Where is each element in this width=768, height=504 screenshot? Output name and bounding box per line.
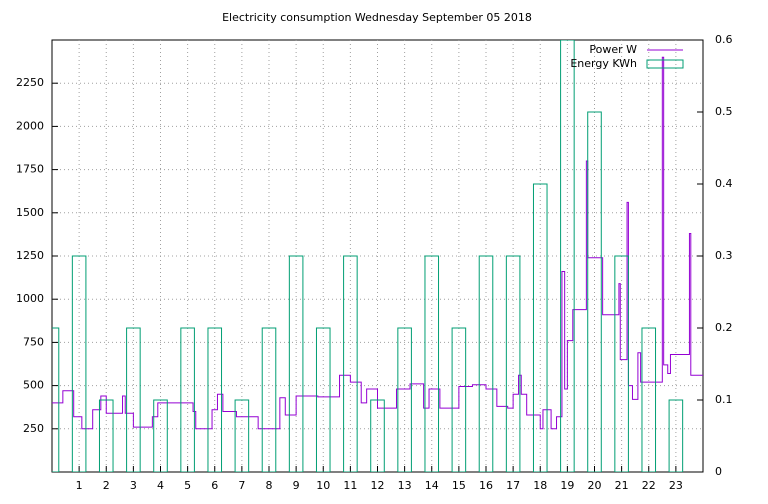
x-tick-label: 7	[238, 479, 245, 492]
energy-box	[451, 327, 467, 472]
energy-box	[505, 255, 521, 472]
x-tick-label: 6	[211, 479, 218, 492]
energy-box	[397, 327, 412, 472]
energy-box	[126, 327, 141, 472]
energy-box	[153, 399, 168, 472]
y-tick-label: 1500	[16, 206, 44, 219]
x-tick-label: 11	[343, 479, 357, 492]
y2-tick-label: 0.1	[715, 393, 733, 406]
y-tick-label: 1250	[16, 249, 44, 262]
x-tick-label: 14	[425, 479, 439, 492]
energy-box	[71, 255, 87, 472]
x-tick-label: 12	[371, 479, 385, 492]
y-tick-label: 2250	[16, 76, 44, 89]
legend-label: Energy KWh	[570, 57, 637, 70]
y-tick-label: 750	[23, 335, 44, 348]
x-tick-label: 5	[184, 479, 191, 492]
x-tick-label: 23	[669, 479, 683, 492]
y-tick-label: 250	[23, 422, 44, 435]
legend-swatch	[646, 59, 684, 69]
y-tick-label: 2000	[16, 119, 44, 132]
energy-box	[587, 111, 602, 472]
x-tick-label: 4	[157, 479, 164, 492]
energy-box	[207, 327, 223, 472]
energy-box	[424, 255, 440, 472]
y2-tick-label: 0.4	[715, 177, 733, 190]
x-tick-label: 9	[293, 479, 300, 492]
x-tick-label: 15	[452, 479, 466, 492]
chart-title: Electricity consumption Wednesday Septem…	[222, 11, 532, 24]
x-tick-label: 3	[130, 479, 137, 492]
x-tick-label: 18	[533, 479, 547, 492]
y-tick-label: 1000	[16, 292, 44, 305]
legend-label: Power W	[589, 43, 637, 56]
y2-tick-label: 0.5	[715, 105, 733, 118]
x-tick-label: 16	[479, 479, 493, 492]
energy-box	[52, 327, 60, 472]
energy-box	[478, 255, 494, 472]
energy-box	[641, 327, 657, 472]
energy-box	[234, 399, 250, 472]
x-tick-label: 1	[76, 479, 83, 492]
x-tick-label: 17	[506, 479, 520, 492]
y-tick-label: 500	[23, 379, 44, 392]
x-tick-label: 10	[316, 479, 330, 492]
energy-box	[98, 399, 114, 472]
power-line	[52, 56, 703, 430]
energy-box	[288, 255, 304, 472]
y2-tick-label: 0	[715, 465, 722, 478]
energy-box	[668, 399, 684, 472]
y2-tick-label: 0.3	[715, 249, 733, 262]
energy-box	[261, 327, 277, 472]
y2-tick-label: 0.2	[715, 321, 733, 334]
energy-box	[180, 327, 195, 472]
energy-box	[343, 255, 358, 472]
x-tick-label: 19	[560, 479, 574, 492]
x-tick-label: 21	[615, 479, 629, 492]
energy-box	[315, 327, 331, 472]
energy-box	[532, 183, 548, 472]
y-tick-label: 1750	[16, 163, 44, 176]
energy-box	[614, 255, 629, 472]
plot-area	[52, 40, 703, 472]
x-tick-label: 22	[642, 479, 656, 492]
y2-tick-label: 0.6	[715, 33, 733, 46]
x-tick-label: 13	[398, 479, 412, 492]
x-tick-label: 8	[266, 479, 273, 492]
energy-box	[370, 399, 385, 472]
x-tick-label: 20	[588, 479, 602, 492]
x-tick-label: 2	[103, 479, 110, 492]
energy-box	[560, 40, 575, 472]
